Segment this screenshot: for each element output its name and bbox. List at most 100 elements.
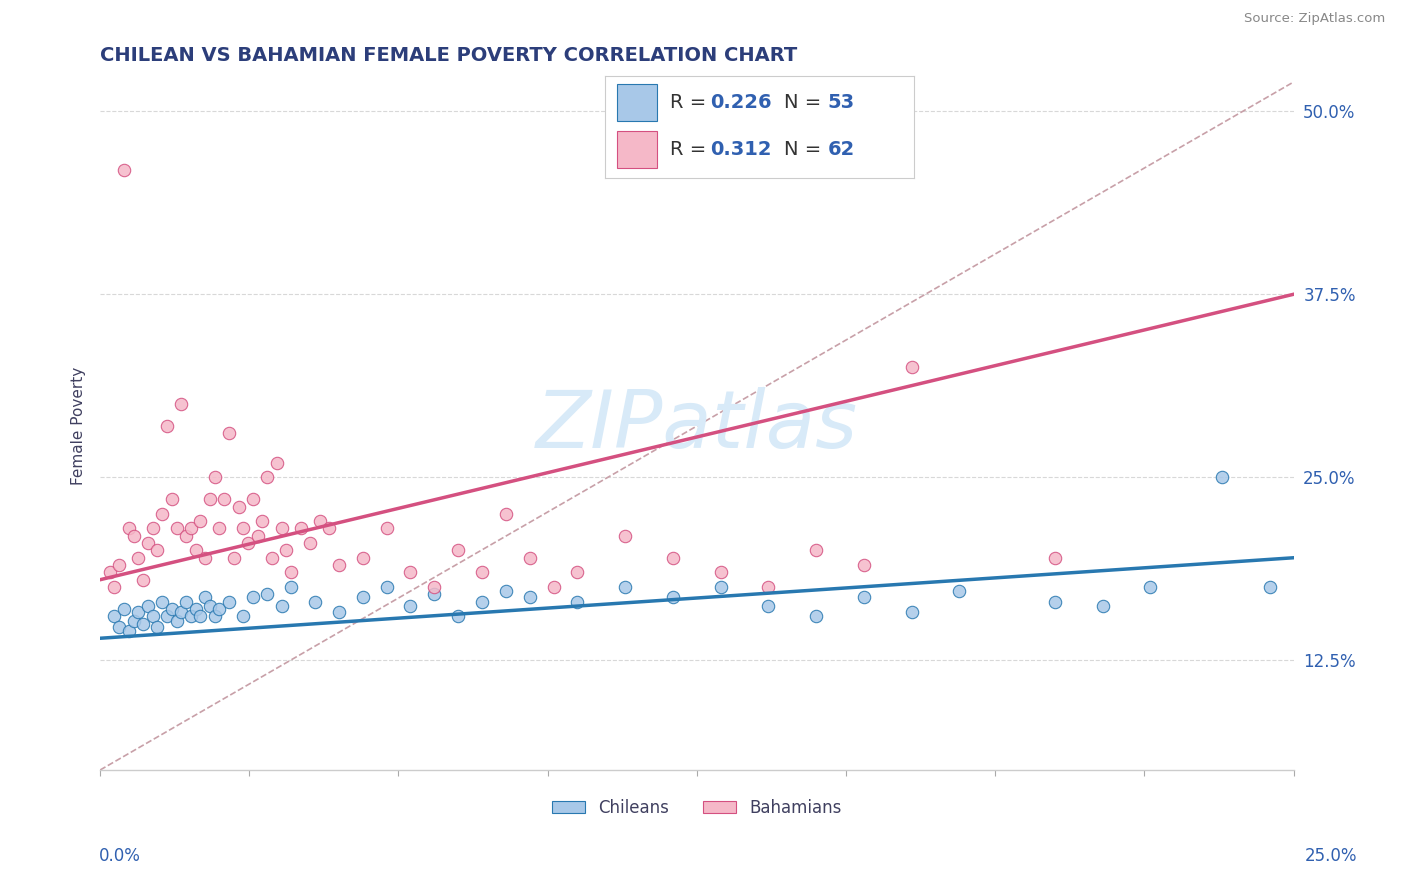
Point — [423, 587, 446, 601]
Point — [246, 529, 269, 543]
Point — [136, 599, 159, 613]
Bar — [617, 131, 657, 168]
Point — [142, 521, 165, 535]
Point — [266, 456, 288, 470]
Point — [1258, 580, 1281, 594]
Text: R =: R = — [669, 93, 711, 112]
Point — [260, 550, 283, 565]
Point — [399, 599, 422, 613]
Point — [252, 514, 274, 528]
Point — [710, 566, 733, 580]
Point — [190, 609, 212, 624]
Point — [567, 595, 589, 609]
Point — [852, 591, 875, 605]
Point — [352, 591, 374, 605]
Point — [103, 580, 125, 594]
Point — [112, 162, 135, 177]
Point — [270, 599, 292, 613]
Point — [318, 521, 340, 535]
Point — [1139, 580, 1161, 594]
Point — [184, 543, 207, 558]
Point — [170, 605, 193, 619]
Point — [519, 591, 541, 605]
Point — [112, 602, 135, 616]
Text: CHILEAN VS BAHAMIAN FEMALE POVERTY CORRELATION CHART: CHILEAN VS BAHAMIAN FEMALE POVERTY CORRE… — [100, 46, 797, 65]
Point — [236, 536, 259, 550]
Point — [614, 529, 637, 543]
Point — [256, 587, 278, 601]
Point — [900, 360, 922, 375]
Point — [156, 609, 179, 624]
Point — [567, 566, 589, 580]
Point — [204, 470, 226, 484]
Text: 0.0%: 0.0% — [98, 847, 141, 864]
Bar — [617, 84, 657, 121]
Point — [127, 605, 149, 619]
Point — [146, 543, 169, 558]
Point — [276, 543, 298, 558]
Point — [328, 605, 350, 619]
Point — [471, 566, 494, 580]
Point — [280, 566, 302, 580]
Point — [256, 470, 278, 484]
Point — [299, 536, 322, 550]
Point — [132, 573, 155, 587]
Point — [447, 543, 470, 558]
Point — [270, 521, 292, 535]
Point — [471, 595, 494, 609]
Point — [375, 580, 398, 594]
Point — [352, 550, 374, 565]
Point — [194, 550, 217, 565]
Point — [710, 580, 733, 594]
Point — [218, 595, 240, 609]
Point — [184, 602, 207, 616]
Point — [804, 609, 827, 624]
Text: 62: 62 — [827, 140, 855, 159]
Point — [198, 492, 221, 507]
Point — [212, 492, 235, 507]
Point — [242, 591, 264, 605]
Point — [160, 492, 183, 507]
Point — [208, 521, 231, 535]
Point — [948, 584, 970, 599]
Point — [758, 580, 780, 594]
Point — [1091, 599, 1114, 613]
Point — [150, 595, 173, 609]
Point — [174, 529, 197, 543]
Point — [328, 558, 350, 572]
Point — [375, 521, 398, 535]
Point — [304, 595, 326, 609]
Point — [142, 609, 165, 624]
Point — [662, 550, 685, 565]
Point — [495, 507, 517, 521]
Point — [146, 619, 169, 633]
Point — [122, 529, 145, 543]
Point — [232, 521, 254, 535]
Point — [194, 591, 217, 605]
Point — [180, 609, 202, 624]
Point — [204, 609, 226, 624]
Text: 25.0%: 25.0% — [1305, 847, 1357, 864]
Point — [804, 543, 827, 558]
Text: N =: N = — [785, 140, 828, 159]
Point — [122, 614, 145, 628]
Point — [222, 550, 245, 565]
Text: Source: ZipAtlas.com: Source: ZipAtlas.com — [1244, 12, 1385, 25]
Point — [127, 550, 149, 565]
Point — [399, 566, 422, 580]
Point — [218, 426, 240, 441]
Text: R =: R = — [669, 140, 711, 159]
Point — [180, 521, 202, 535]
Point — [118, 624, 141, 638]
Point — [543, 580, 565, 594]
Point — [758, 599, 780, 613]
Point — [447, 609, 470, 624]
Text: 0.312: 0.312 — [710, 140, 772, 159]
Point — [118, 521, 141, 535]
Point — [1043, 595, 1066, 609]
Text: ZIPatlas: ZIPatlas — [536, 387, 858, 465]
Text: N =: N = — [785, 93, 828, 112]
Point — [198, 599, 221, 613]
Point — [900, 605, 922, 619]
Point — [136, 536, 159, 550]
